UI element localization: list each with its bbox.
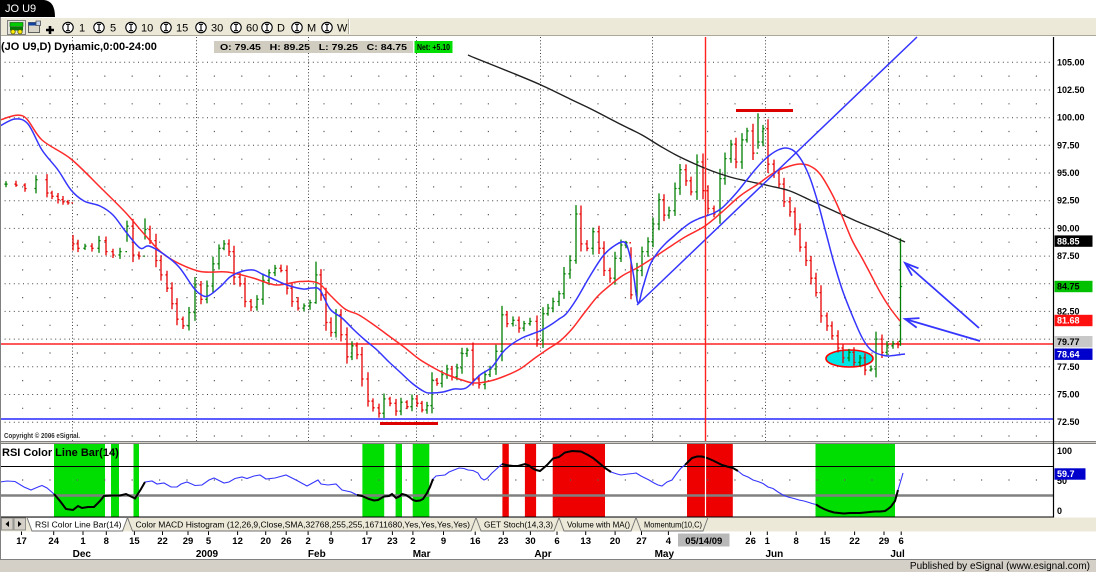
svg-text:59.7: 59.7 bbox=[1057, 469, 1075, 479]
svg-text:W: W bbox=[337, 23, 348, 35]
svg-text:87.50: 87.50 bbox=[1057, 251, 1080, 261]
svg-text:78.64: 78.64 bbox=[1057, 349, 1080, 359]
svg-text:M: M bbox=[307, 23, 316, 35]
svg-text:79.77: 79.77 bbox=[1057, 337, 1080, 347]
svg-text:6: 6 bbox=[554, 536, 559, 547]
svg-text:Jun: Jun bbox=[766, 549, 784, 560]
svg-text:95.00: 95.00 bbox=[1057, 168, 1080, 178]
svg-text:88.85: 88.85 bbox=[1057, 236, 1080, 246]
svg-text:16: 16 bbox=[470, 536, 481, 547]
svg-text:72.50: 72.50 bbox=[1057, 417, 1080, 427]
svg-text:1: 1 bbox=[765, 536, 771, 547]
svg-text:Jul: Jul bbox=[890, 549, 905, 560]
svg-text:13: 13 bbox=[580, 536, 591, 547]
svg-text:30: 30 bbox=[525, 536, 536, 547]
svg-text:RSI Color Line Bar(14): RSI Color Line Bar(14) bbox=[2, 447, 119, 459]
svg-text:8: 8 bbox=[104, 536, 109, 547]
svg-text:5: 5 bbox=[110, 23, 116, 35]
svg-text:60: 60 bbox=[246, 23, 258, 35]
svg-text:90.00: 90.00 bbox=[1057, 223, 1080, 233]
svg-text:1: 1 bbox=[80, 536, 86, 547]
svg-text:8: 8 bbox=[794, 536, 799, 547]
svg-text:29: 29 bbox=[183, 536, 194, 547]
svg-text:92.50: 92.50 bbox=[1057, 196, 1080, 206]
svg-text:O: 79.45 H: 89.25 L: 79.25: O: 79.45 H: 89.25 L: 79.25 C: 84.75 bbox=[220, 42, 407, 52]
svg-text:26: 26 bbox=[745, 536, 756, 547]
svg-text:75.00: 75.00 bbox=[1057, 390, 1080, 400]
svg-text:17: 17 bbox=[16, 536, 27, 547]
svg-text:105.00: 105.00 bbox=[1057, 57, 1085, 67]
svg-text:9: 9 bbox=[441, 536, 446, 547]
svg-text:50: 50 bbox=[1057, 476, 1067, 486]
svg-text:10: 10 bbox=[141, 23, 153, 35]
svg-text:20: 20 bbox=[260, 536, 271, 547]
svg-text:6: 6 bbox=[899, 536, 904, 547]
svg-text:15: 15 bbox=[176, 23, 188, 35]
svg-text:05/14/09: 05/14/09 bbox=[685, 536, 722, 547]
svg-text:5: 5 bbox=[206, 536, 212, 547]
svg-text:23: 23 bbox=[498, 536, 509, 547]
svg-text:0: 0 bbox=[1057, 506, 1062, 516]
svg-text:22: 22 bbox=[849, 536, 860, 547]
svg-text:Copyright © 2006 eSignal.: Copyright © 2006 eSignal. bbox=[4, 431, 80, 440]
svg-text:2009: 2009 bbox=[196, 549, 219, 560]
svg-text:(JO U9,D) Dynamic,0:00-24:00: (JO U9,D) Dynamic,0:00-24:00 bbox=[1, 41, 157, 53]
svg-text:Momentum(10,C): Momentum(10,C) bbox=[644, 520, 702, 530]
svg-text:Published by eSignal (www.esig: Published by eSignal (www.esignal.com) bbox=[910, 561, 1090, 572]
svg-text:1: 1 bbox=[79, 23, 85, 35]
svg-text:30: 30 bbox=[211, 23, 223, 35]
svg-text:77.50: 77.50 bbox=[1057, 362, 1080, 372]
svg-text:4: 4 bbox=[666, 536, 672, 547]
svg-text:Net: +5.10: Net: +5.10 bbox=[417, 42, 450, 52]
svg-text:20: 20 bbox=[610, 536, 621, 547]
svg-text:100: 100 bbox=[1057, 446, 1072, 456]
svg-text:15: 15 bbox=[129, 536, 140, 547]
svg-text:27: 27 bbox=[636, 536, 647, 547]
svg-text:82.50: 82.50 bbox=[1057, 306, 1080, 316]
svg-text:D: D bbox=[277, 23, 285, 35]
svg-text:15: 15 bbox=[820, 536, 831, 547]
svg-text:JO U9: JO U9 bbox=[5, 3, 36, 15]
svg-text:Dec: Dec bbox=[73, 549, 92, 560]
svg-text:9: 9 bbox=[328, 536, 333, 547]
svg-text:Apr: Apr bbox=[534, 549, 551, 560]
svg-text:2: 2 bbox=[410, 536, 415, 547]
svg-text:17: 17 bbox=[362, 536, 373, 547]
svg-text:Mar: Mar bbox=[413, 549, 431, 560]
svg-text:97.50: 97.50 bbox=[1057, 140, 1080, 150]
svg-text:29: 29 bbox=[879, 536, 890, 547]
svg-text:84.75: 84.75 bbox=[1057, 282, 1080, 292]
svg-text:Color MACD Histogram (12,26,9,: Color MACD Histogram (12,26,9,Close,SMA,… bbox=[136, 520, 471, 530]
svg-text:RSI Color Line Bar(14): RSI Color Line Bar(14) bbox=[35, 520, 122, 530]
svg-text:GET Stoch(14,3,3): GET Stoch(14,3,3) bbox=[484, 520, 553, 530]
svg-text:Feb: Feb bbox=[308, 549, 326, 560]
svg-text:24: 24 bbox=[48, 536, 59, 547]
svg-text:May: May bbox=[655, 549, 675, 560]
svg-text:102.50: 102.50 bbox=[1057, 85, 1085, 95]
svg-text:23: 23 bbox=[387, 536, 398, 547]
svg-text:Volume with MA(): Volume with MA() bbox=[567, 520, 630, 530]
svg-text:26: 26 bbox=[281, 536, 292, 547]
svg-text:12: 12 bbox=[232, 536, 243, 547]
svg-text:100.00: 100.00 bbox=[1057, 113, 1085, 123]
svg-text:81.68: 81.68 bbox=[1057, 316, 1080, 326]
svg-text:22: 22 bbox=[157, 536, 168, 547]
svg-text:2: 2 bbox=[305, 536, 310, 547]
